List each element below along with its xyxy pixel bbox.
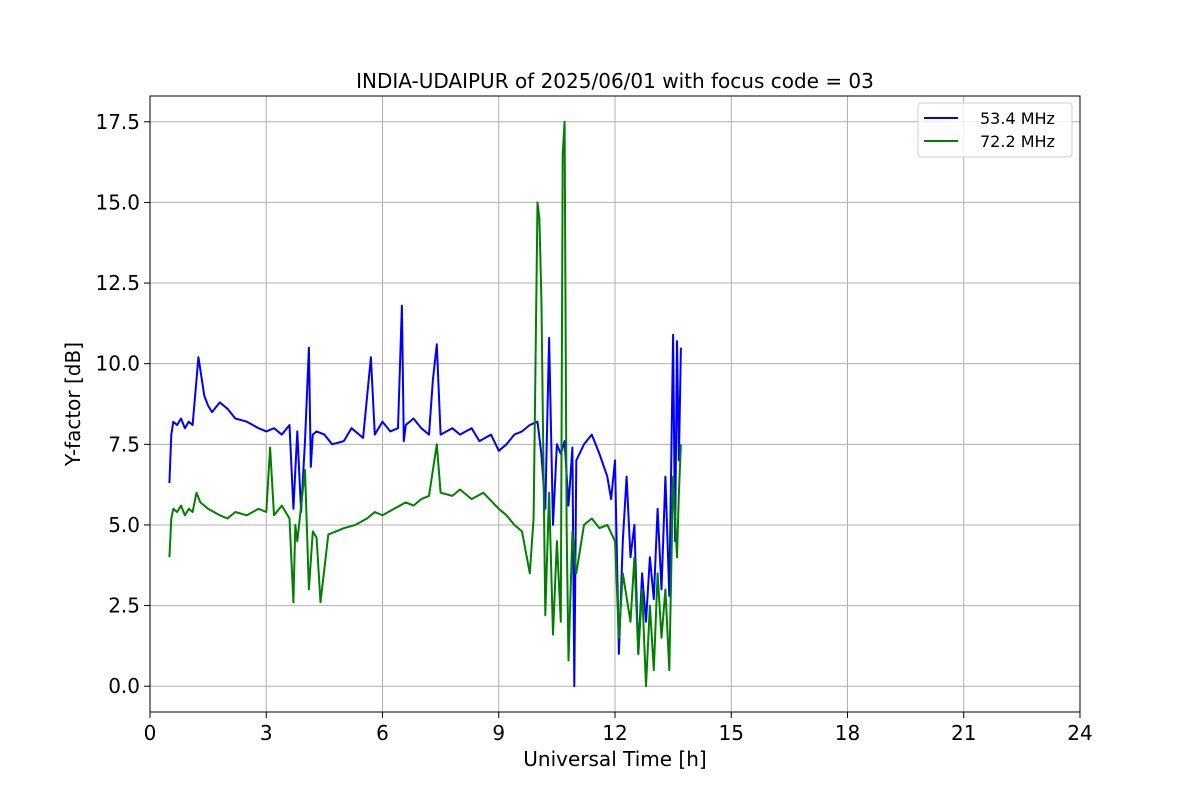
y-tick-label: 10.0 xyxy=(95,352,140,376)
y-axis-label: Y-factor [dB] xyxy=(61,342,85,467)
x-tick-label: 18 xyxy=(835,721,860,745)
y-tick-label: 0.0 xyxy=(108,674,140,698)
x-tick-label: 15 xyxy=(719,721,744,745)
plot-series xyxy=(168,120,682,688)
y-tick-label: 15.0 xyxy=(95,190,140,214)
y-tick-label: 17.5 xyxy=(95,110,140,134)
x-axis-ticks: 0 3 6 9 12 15 18 21 24 xyxy=(144,712,1093,745)
legend-label-53-4-mhz: 53.4 MHz xyxy=(980,109,1055,128)
y-tick-label: 2.5 xyxy=(108,594,140,618)
x-axis-label: Universal Time [h] xyxy=(523,747,706,771)
legend-box xyxy=(917,102,1073,158)
chart-title: INDIA-UDAIPUR of 2025/06/01 with focus c… xyxy=(356,69,874,93)
x-tick-label: 9 xyxy=(492,721,505,745)
legend-label-72-2-mhz: 72.2 MHz xyxy=(980,132,1055,151)
x-tick-label: 0 xyxy=(144,721,157,745)
series-line-72-2-mhz xyxy=(168,120,682,688)
x-tick-label: 21 xyxy=(951,721,976,745)
x-tick-label: 24 xyxy=(1067,721,1092,745)
y-tick-label: 12.5 xyxy=(95,271,140,295)
x-tick-label: 3 xyxy=(260,721,273,745)
x-tick-label: 12 xyxy=(602,721,627,745)
y-tick-label: 5.0 xyxy=(108,513,140,537)
legend: 53.4 MHz 72.2 MHz xyxy=(917,102,1073,158)
x-tick-label: 6 xyxy=(376,721,389,745)
y-tick-label: 7.5 xyxy=(108,432,140,456)
series-line-53-4-mhz xyxy=(168,304,682,688)
y-axis-ticks: 0.0 2.5 5.0 7.5 10.0 12.5 15.0 17.5 xyxy=(95,110,150,698)
